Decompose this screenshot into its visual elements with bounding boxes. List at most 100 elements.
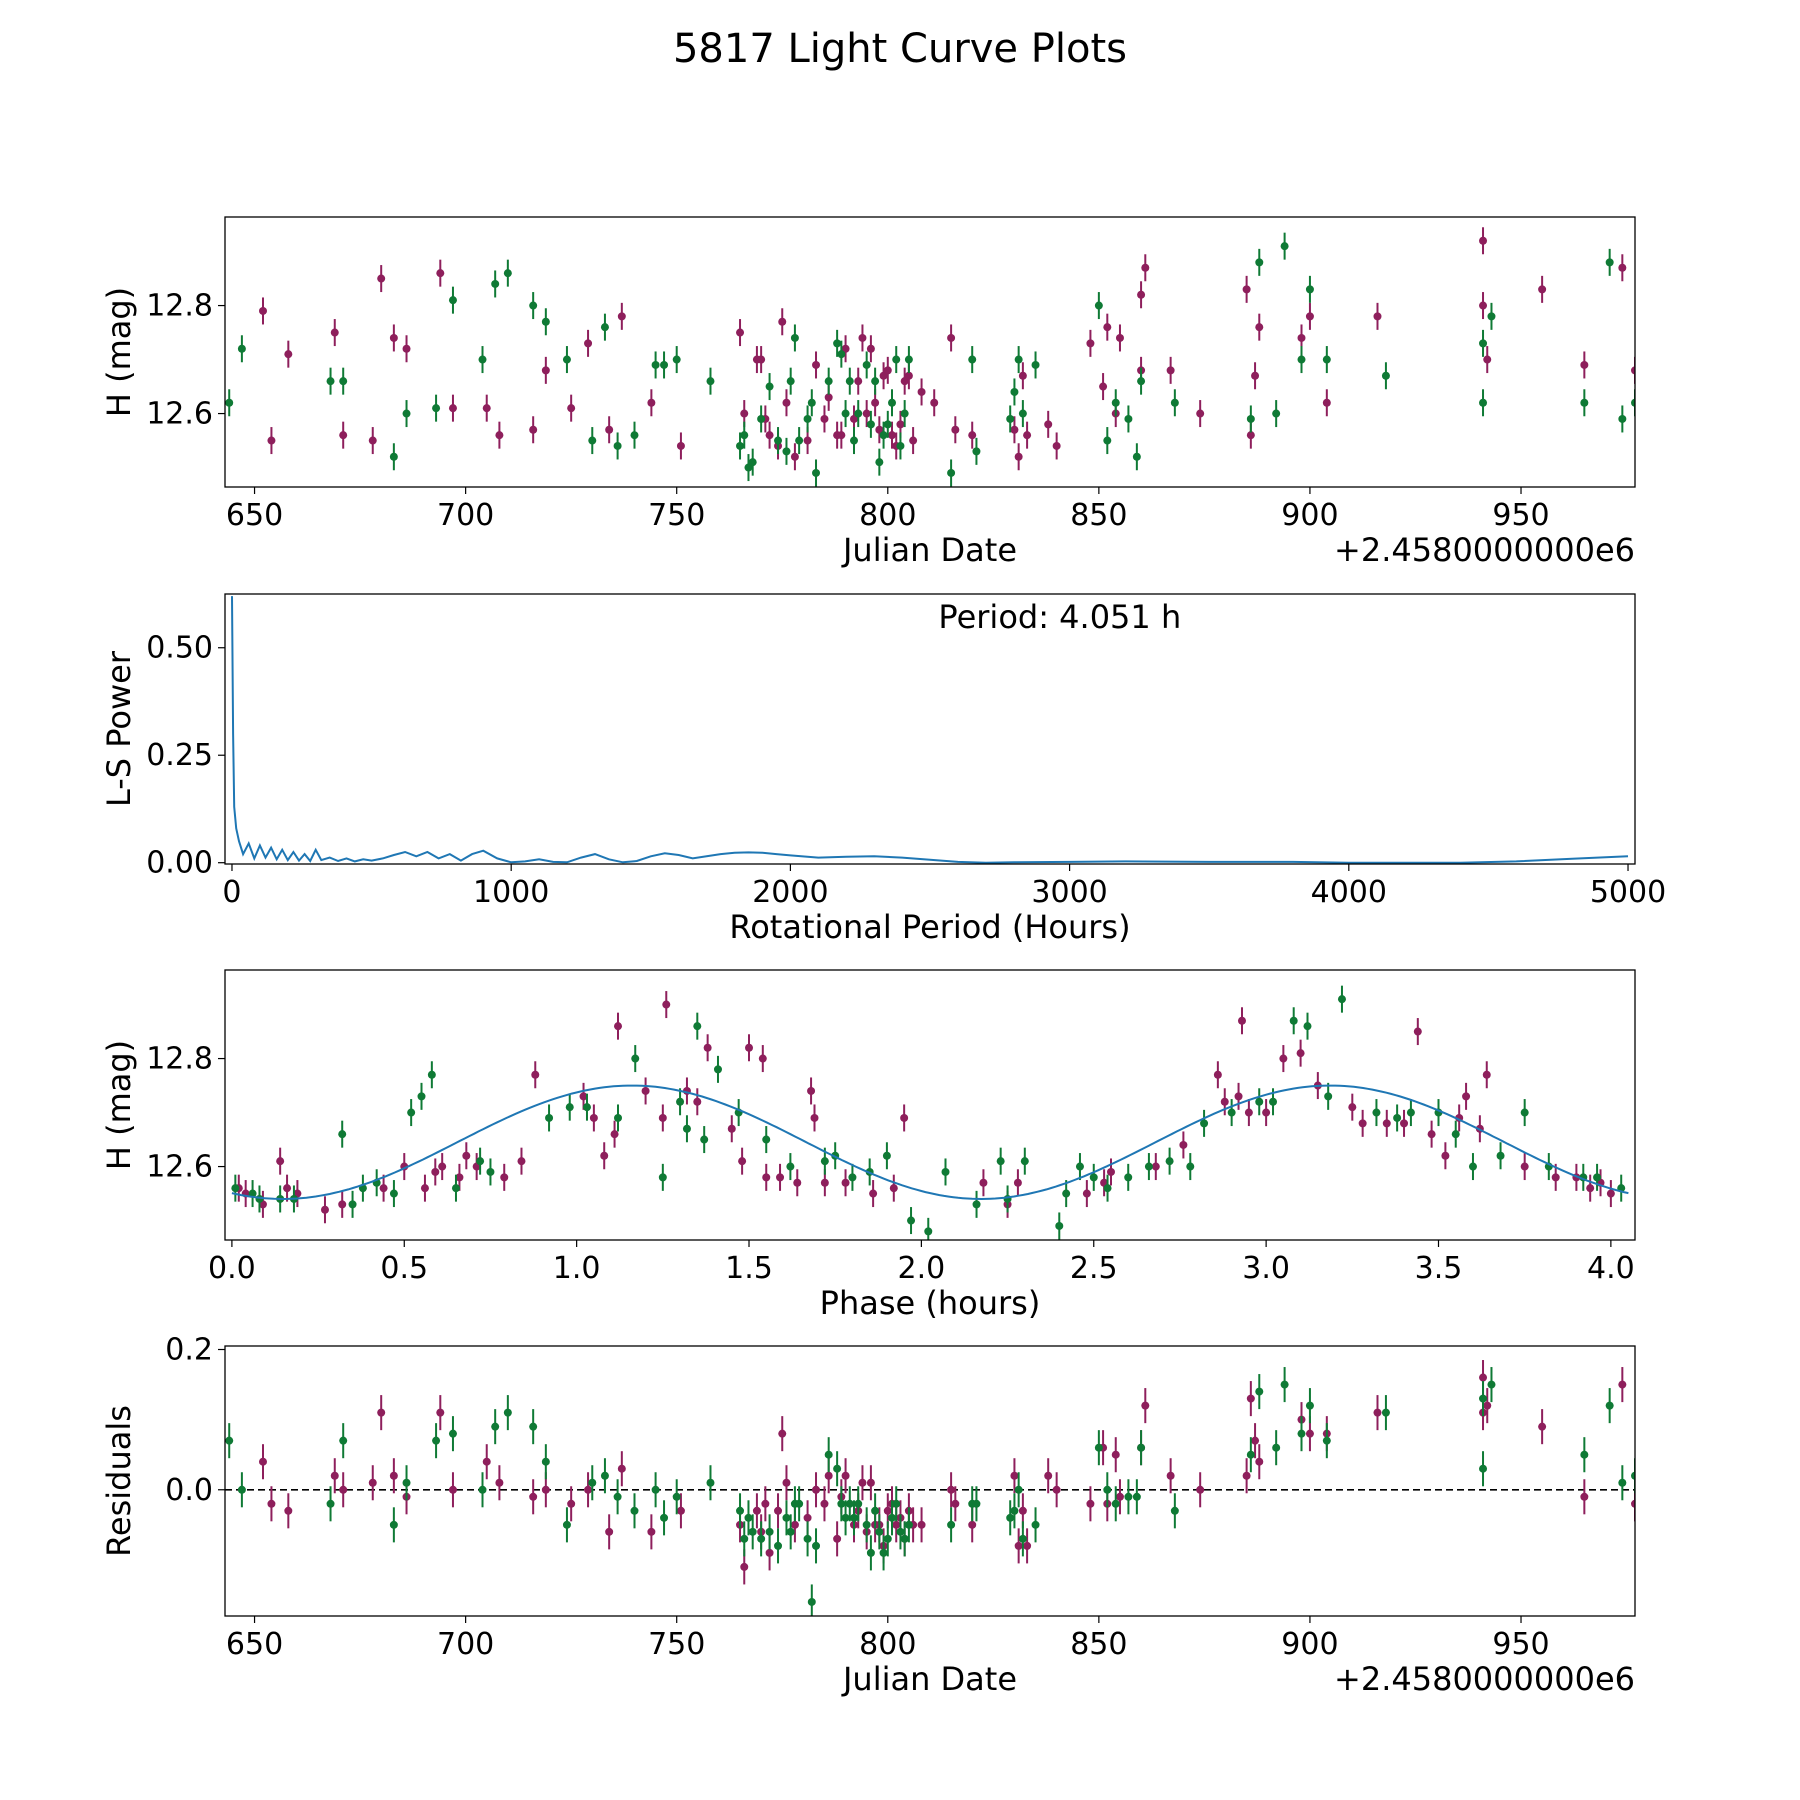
- data-point: [703, 1043, 712, 1052]
- x-tick-label: 5000: [1590, 875, 1666, 910]
- data-point: [740, 431, 749, 440]
- periodogram-line: [231, 596, 1629, 864]
- data-point: [1593, 1173, 1602, 1182]
- data-point: [368, 436, 377, 445]
- data-point: [1631, 1499, 1635, 1508]
- x-tick-label: 0: [222, 875, 241, 910]
- data-point: [225, 1436, 234, 1445]
- data-point: [1451, 1130, 1460, 1139]
- data-point: [1479, 398, 1488, 407]
- data-point: [448, 296, 457, 305]
- data-point: [782, 447, 791, 456]
- data-point: [584, 1485, 593, 1494]
- data-point: [765, 382, 774, 391]
- data-point: [231, 1184, 240, 1193]
- data-point: [432, 1436, 441, 1445]
- data-point: [1381, 371, 1390, 380]
- figure-title: 5817 Light Curve Plots: [672, 26, 1127, 72]
- data-point: [1115, 333, 1124, 342]
- data-point: [824, 1471, 833, 1480]
- data-point: [875, 425, 884, 434]
- x-tick-label: 900: [1281, 498, 1338, 533]
- y-tick-label: 0.50: [146, 631, 213, 666]
- data-point: [862, 409, 871, 418]
- data-point: [740, 1534, 749, 1543]
- data-point: [1186, 1162, 1195, 1171]
- data-point: [658, 1173, 667, 1182]
- x-tick-label: 850: [1070, 1627, 1127, 1662]
- data-point: [871, 1506, 880, 1515]
- x-tick-label: 2.0: [898, 1251, 946, 1286]
- data-point: [1487, 312, 1496, 321]
- data-point: [402, 344, 411, 353]
- y-tick-label: 0.0: [165, 1473, 213, 1508]
- data-point: [1099, 382, 1108, 391]
- data-point: [900, 1113, 909, 1122]
- data-point: [389, 452, 398, 461]
- data-point: [748, 458, 757, 467]
- data-point: [972, 447, 981, 456]
- data-point: [339, 431, 348, 440]
- data-point: [682, 1124, 691, 1133]
- y-tick-label: 0.2: [165, 1333, 213, 1368]
- data-point: [1103, 1184, 1112, 1193]
- x-tick-label: 3.5: [1415, 1251, 1463, 1286]
- data-point: [1400, 1119, 1409, 1128]
- data-point: [786, 377, 795, 386]
- data-point: [1358, 1119, 1367, 1128]
- data-point: [776, 1173, 785, 1182]
- x-tick-label: 800: [859, 498, 916, 533]
- data-point: [1586, 1184, 1595, 1193]
- data-point: [1018, 1534, 1027, 1543]
- data-point: [803, 414, 812, 423]
- data-point: [600, 323, 609, 332]
- data-point: [1269, 1097, 1278, 1106]
- data-point: [1010, 1506, 1019, 1515]
- data-point: [495, 431, 504, 440]
- data-point: [431, 1167, 440, 1176]
- data-point: [774, 436, 783, 445]
- data-point: [660, 360, 669, 369]
- fit-curve: [231, 1084, 1629, 1201]
- data-point: [807, 398, 816, 407]
- data-point: [904, 355, 913, 364]
- data-point: [1305, 1429, 1314, 1438]
- x-offset-label: +2.4580000000e6: [1334, 531, 1635, 569]
- data-point: [854, 409, 863, 418]
- data-point: [837, 350, 846, 359]
- data-point: [875, 458, 884, 467]
- data-point: [478, 355, 487, 364]
- data-point: [237, 1485, 246, 1494]
- data-point: [1141, 263, 1150, 272]
- data-point: [900, 377, 909, 386]
- data-point: [455, 1173, 464, 1182]
- data-point: [1605, 258, 1614, 267]
- x-tick-label: 4.0: [1587, 1251, 1635, 1286]
- data-point: [1305, 1401, 1314, 1410]
- data-point: [896, 420, 905, 429]
- data-point: [258, 306, 267, 315]
- x-tick-label: 1000: [473, 875, 549, 910]
- data-point: [1144, 1162, 1153, 1171]
- axes-frame: [224, 216, 1636, 488]
- data-point: [757, 1534, 766, 1543]
- x-tick-label: 650: [226, 498, 283, 533]
- data-point: [1196, 409, 1205, 418]
- series-2: [231, 985, 1626, 1240]
- data-point: [1031, 1520, 1040, 1529]
- data-point: [1010, 387, 1019, 396]
- data-point: [1427, 1130, 1436, 1139]
- data-point: [1413, 1027, 1422, 1036]
- data-point: [1166, 366, 1175, 375]
- data-point: [850, 414, 859, 423]
- data-point: [909, 436, 918, 445]
- data-point: [1111, 398, 1120, 407]
- x-tick-label: 3000: [1031, 875, 1107, 910]
- data-point: [1496, 1151, 1505, 1160]
- axes-frame: [224, 1345, 1636, 1617]
- data-point: [582, 1103, 591, 1112]
- y-axis-label: H (mag): [100, 1040, 138, 1170]
- x-tick-label: 950: [1492, 498, 1549, 533]
- data-point: [529, 1492, 538, 1501]
